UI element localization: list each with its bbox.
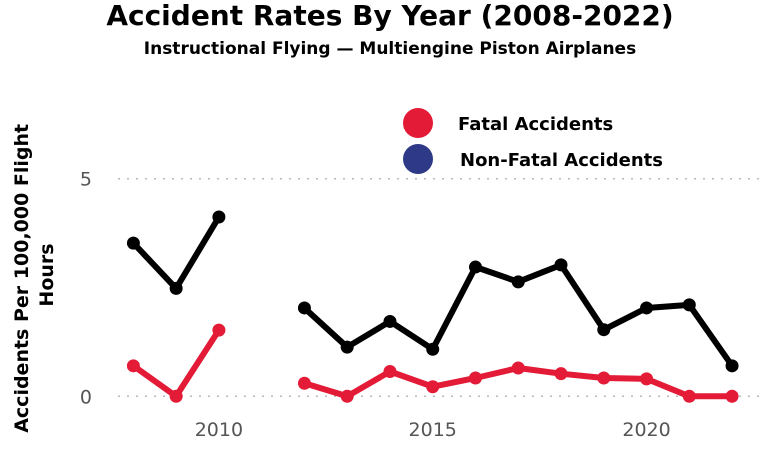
data-point-non-fatal-accidents	[426, 342, 440, 356]
y-axis-label-line-1: Accidents Per 100,000 Flight	[11, 124, 33, 433]
data-point-non-fatal-accidents	[597, 323, 611, 337]
y-axis-ticks: 05	[80, 169, 92, 409]
data-point-non-fatal-accidents	[511, 275, 525, 289]
series-points	[126, 210, 739, 403]
data-point-fatal-accidents	[383, 364, 397, 378]
data-point-non-fatal-accidents	[725, 359, 739, 373]
y-tick-label: 0	[80, 386, 92, 408]
y-tick-label: 5	[80, 169, 92, 191]
data-point-non-fatal-accidents	[297, 301, 311, 315]
data-point-non-fatal-accidents	[468, 260, 482, 274]
data-point-non-fatal-accidents	[383, 314, 397, 328]
data-point-fatal-accidents	[725, 389, 739, 403]
data-point-fatal-accidents	[126, 359, 140, 373]
legend-swatch	[403, 108, 433, 138]
data-point-non-fatal-accidents	[640, 301, 654, 315]
grid-lines	[118, 177, 762, 398]
data-point-fatal-accidents	[297, 376, 311, 390]
x-axis-ticks: 2010 2015 2020	[195, 419, 671, 441]
y-axis-label-line-2: Hours	[36, 243, 58, 306]
data-point-fatal-accidents	[511, 361, 525, 375]
data-point-fatal-accidents	[554, 367, 568, 381]
data-point-fatal-accidents	[340, 389, 354, 403]
data-point-fatal-accidents	[212, 323, 226, 337]
data-point-fatal-accidents	[468, 371, 482, 385]
data-point-fatal-accidents	[640, 372, 654, 386]
data-point-fatal-accidents	[682, 389, 696, 403]
data-point-non-fatal-accidents	[126, 236, 140, 250]
data-point-fatal-accidents	[426, 380, 440, 394]
x-tick-label: 2015	[409, 419, 457, 441]
data-point-fatal-accidents	[597, 371, 611, 385]
series-line-fatal-accidents	[130, 327, 222, 400]
legend-label: Non-Fatal Accidents	[460, 150, 663, 171]
series-line-non-fatal-accidents	[130, 214, 222, 292]
legend-label: Fatal Accidents	[458, 114, 613, 135]
y-axis-label: Accidents Per 100,000 Flight Hours	[11, 117, 58, 433]
data-point-non-fatal-accidents	[169, 281, 183, 295]
chart-title: Accident Rates By Year (2008-2022)	[106, 0, 673, 32]
data-point-non-fatal-accidents	[212, 210, 226, 224]
legend: Fatal Accidents Non-Fatal Accidents	[403, 108, 663, 174]
x-tick-label: 2010	[195, 419, 243, 441]
data-point-non-fatal-accidents	[554, 258, 568, 272]
chart-subtitle: Instructional Flying — Multiengine Pisto…	[144, 39, 636, 59]
data-point-non-fatal-accidents	[340, 340, 354, 354]
data-point-non-fatal-accidents	[682, 298, 696, 312]
data-point-fatal-accidents	[169, 389, 183, 403]
legend-swatch	[403, 144, 433, 174]
x-tick-label: 2020	[622, 419, 670, 441]
